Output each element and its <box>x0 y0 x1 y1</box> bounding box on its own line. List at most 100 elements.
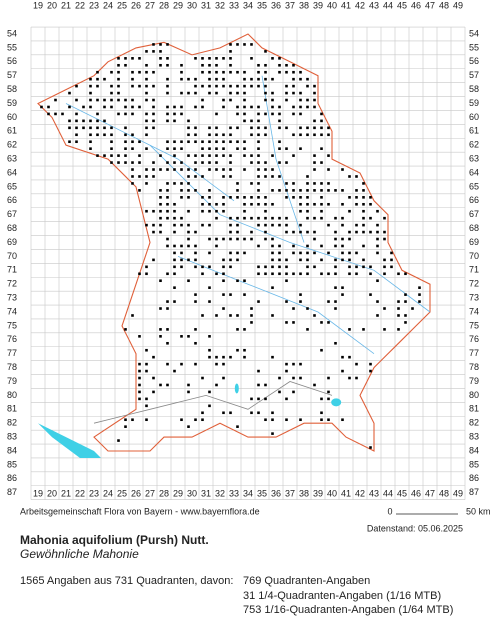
record-dot <box>292 182 295 185</box>
column-label: 29 <box>173 488 183 498</box>
record-dot <box>201 314 204 317</box>
column-label: 28 <box>159 488 169 498</box>
record-dot <box>418 286 421 289</box>
record-dot <box>117 161 120 164</box>
record-dot <box>187 258 190 262</box>
record-dot <box>236 112 239 116</box>
record-dot <box>285 216 288 220</box>
record-dot <box>285 161 288 164</box>
record-dot <box>313 119 316 123</box>
record-dot <box>229 133 232 137</box>
record-dot <box>222 293 225 296</box>
record-dot <box>117 77 120 81</box>
record-dot <box>271 432 274 435</box>
record-dot <box>131 161 134 164</box>
record-dot <box>278 161 281 164</box>
lake <box>38 423 101 458</box>
record-dot <box>348 258 351 262</box>
record-dot <box>257 147 260 150</box>
column-label: 23 <box>89 0 99 10</box>
record-dot <box>327 133 330 137</box>
record-dot <box>208 335 211 338</box>
record-dot <box>166 244 169 248</box>
record-dot <box>243 168 246 171</box>
record-dot <box>390 265 393 269</box>
record-dot <box>369 446 372 449</box>
record-dot <box>257 383 260 387</box>
record-dot <box>145 63 148 67</box>
row-label: 72 <box>469 279 479 289</box>
record-dot <box>208 265 211 269</box>
record-dot <box>299 98 302 102</box>
record-dot <box>89 84 92 88</box>
record-dot <box>278 126 281 130</box>
record-dot <box>292 105 295 109</box>
record-dot <box>334 244 337 248</box>
row-label: 76 <box>469 334 479 344</box>
record-dot <box>404 293 407 296</box>
record-dot <box>292 91 295 95</box>
record-dot <box>355 376 358 380</box>
row-label: 80 <box>469 390 479 400</box>
record-dot <box>313 314 316 317</box>
record-dot <box>215 161 218 164</box>
record-dot <box>166 84 169 88</box>
record-dot <box>257 265 260 269</box>
record-dot <box>159 307 162 310</box>
record-dot <box>166 147 169 150</box>
record-dot <box>117 154 120 157</box>
record-dot <box>236 182 239 185</box>
row-label: 58 <box>469 84 479 94</box>
record-dot <box>103 98 106 102</box>
record-dot <box>187 209 190 213</box>
record-dot <box>215 57 218 60</box>
row-label: 55 <box>7 42 17 52</box>
record-dot <box>285 369 288 373</box>
record-dot <box>299 112 302 116</box>
record-dot <box>327 168 330 171</box>
record-dot <box>299 376 302 380</box>
record-dot <box>390 251 393 255</box>
record-dot <box>222 175 225 178</box>
record-dot <box>166 328 169 331</box>
record-dot <box>264 397 267 401</box>
record-dot <box>299 147 302 150</box>
record-dot <box>194 161 197 164</box>
record-dot <box>173 272 176 276</box>
record-dot <box>271 57 274 60</box>
record-dot <box>131 175 134 178</box>
record-dot <box>313 133 316 137</box>
record-dot <box>215 314 218 317</box>
record-dot <box>145 265 148 269</box>
record-dot <box>348 376 351 380</box>
record-dot <box>257 154 260 157</box>
record-dot <box>173 369 176 373</box>
record-dot <box>194 362 197 366</box>
column-label: 35 <box>257 488 267 498</box>
row-label: 83 <box>7 431 17 441</box>
record-dot <box>208 168 211 171</box>
record-dot <box>173 209 176 213</box>
record-dot <box>194 84 197 88</box>
column-label: 37 <box>285 488 295 498</box>
record-dot <box>264 91 267 95</box>
row-label: 82 <box>469 418 479 428</box>
record-dot <box>152 376 155 380</box>
scale-end: 50 km <box>466 506 491 516</box>
record-dot <box>334 189 337 192</box>
record-dot <box>124 57 127 60</box>
record-dot <box>271 202 274 206</box>
record-dot <box>320 202 323 206</box>
record-dot <box>89 98 92 102</box>
record-dot <box>159 202 162 206</box>
column-label: 21 <box>61 0 71 10</box>
record-dot <box>229 84 232 88</box>
record-dot <box>103 133 106 137</box>
record-dot <box>180 189 183 192</box>
record-dot <box>257 202 260 206</box>
record-dot <box>320 147 323 150</box>
record-dot <box>75 133 78 137</box>
record-dot <box>306 126 309 130</box>
record-dot <box>236 230 239 234</box>
column-label: 20 <box>47 488 57 498</box>
